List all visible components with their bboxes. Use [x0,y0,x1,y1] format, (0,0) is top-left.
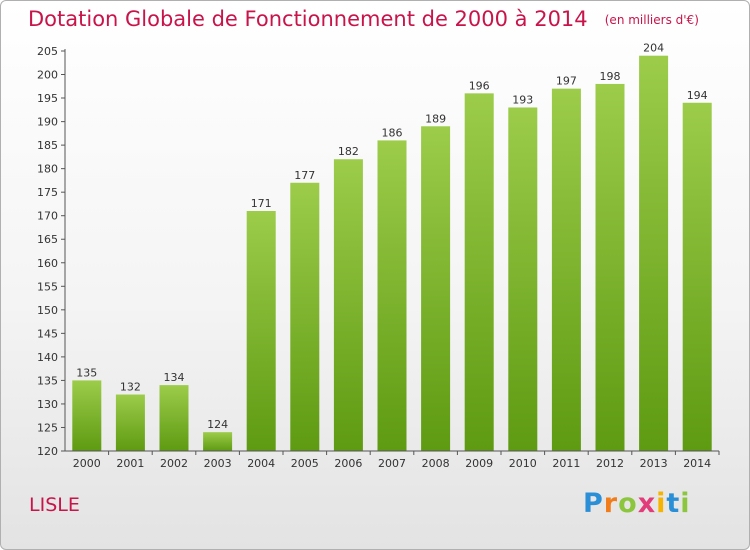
x-tick-label: 2004 [247,457,275,470]
bar-2006[interactable] [333,159,363,451]
chart-title: Dotation Globale de Fonctionnement de 20… [28,7,699,31]
x-tick-label: 2011 [552,457,580,470]
y-tick-label: 125 [37,421,58,434]
x-tick-label: 2002 [160,457,188,470]
x-tick-label: 2009 [465,457,493,470]
x-tick-label: 2014 [683,457,711,470]
x-tick-label: 2012 [596,457,624,470]
y-tick-label: 165 [37,233,58,246]
y-tick-label: 190 [37,116,58,129]
bar-2014[interactable] [682,102,712,451]
bar-value-label: 132 [120,381,141,394]
y-tick-label: 180 [37,163,58,176]
y-tick-label: 195 [37,92,58,105]
bar-2002[interactable] [159,385,189,451]
y-tick-label: 160 [37,257,58,270]
bar-value-label: 124 [207,418,228,431]
bar-value-label: 204 [643,42,664,55]
bar-value-label: 194 [687,89,708,102]
y-tick-label: 185 [37,139,58,152]
bar-value-label: 198 [600,70,621,83]
bar-value-label: 189 [425,112,446,125]
x-tick-label: 2008 [422,457,450,470]
bar-2005[interactable] [290,182,320,451]
x-tick-label: 2000 [73,457,101,470]
y-tick-label: 155 [37,280,58,293]
y-tick-label: 150 [37,304,58,317]
bar-value-label: 193 [512,93,533,106]
commune-label: LISLE [29,494,80,516]
y-tick-label: 120 [37,445,58,458]
bar-value-label: 135 [76,366,97,379]
bar-value-label: 197 [556,75,577,88]
bar-value-label: 134 [164,371,185,384]
chart-unit-text: (en milliers d'€) [604,13,699,27]
bar-2010[interactable] [508,107,538,452]
y-tick-label: 130 [37,398,58,411]
y-tick-label: 205 [37,45,58,58]
bar-2012[interactable] [595,83,625,452]
y-tick-label: 170 [37,210,58,223]
bar-value-label: 196 [469,79,490,92]
bar-value-label: 171 [251,197,272,210]
x-tick-label: 2006 [334,457,362,470]
bar-2013[interactable] [639,55,669,452]
bar-value-label: 186 [382,126,403,139]
y-tick-label: 140 [37,351,58,364]
bar-2009[interactable] [464,93,494,452]
x-tick-label: 2007 [378,457,406,470]
bar-2004[interactable] [246,211,276,451]
y-tick-label: 175 [37,186,58,199]
bar-2000[interactable] [72,380,102,451]
bar-2003[interactable] [203,432,233,451]
bar-2011[interactable] [551,88,581,451]
x-tick-label: 2005 [291,457,319,470]
x-tick-label: 2003 [204,457,232,470]
x-tick-label: 2013 [640,457,668,470]
y-tick-label: 200 [37,69,58,82]
bar-2001[interactable] [115,394,145,451]
chart-title-text: Dotation Globale de Fonctionnement de 20… [28,7,588,31]
bar-value-label: 177 [294,169,315,182]
x-tick-label: 2001 [116,457,144,470]
x-axis: 2000 2001 2002 2003 2004 2005 2006 2007 2008 2009… [65,450,720,470]
bar-2007[interactable] [377,140,407,452]
bar-value-label: 182 [338,145,359,158]
x-tick-label: 2010 [509,457,537,470]
proxiti-logo[interactable]: Proxiti [583,488,691,519]
y-tick-label: 145 [37,327,58,340]
y-tick-label: 135 [37,374,58,387]
y-axis: 120 125 130 135 140 145 150 155 160 165 170 175 180 1… [37,45,66,458]
bars-group: 135 132 134 124 171 177 182 186 189 196 193 197 198 2… [72,42,712,452]
bar-2008[interactable] [421,126,451,451]
